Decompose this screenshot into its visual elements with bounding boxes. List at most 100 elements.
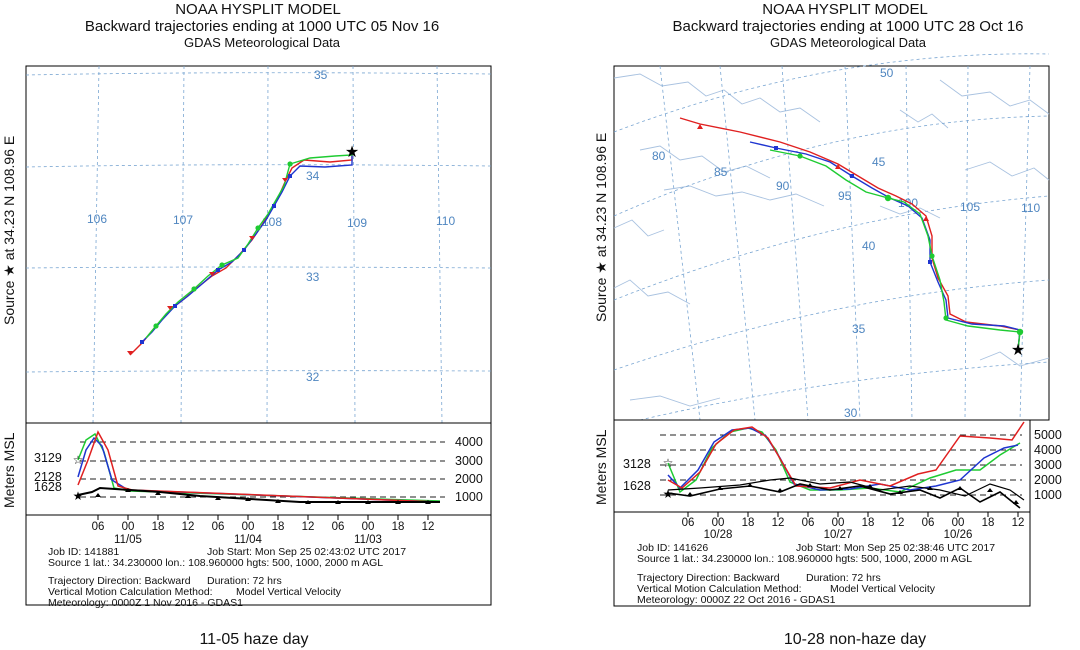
left-time-axis: 06 00 18 12 06 00 18 12 06 00 18 12 11/0… xyxy=(92,515,434,546)
left-trajectory-blue xyxy=(141,152,353,343)
left-height-profile: Meters MSL 4000 3000 2000 1000 3129 2128… xyxy=(1,422,492,546)
right-date-label: 10/28 xyxy=(704,529,733,541)
right-height-black xyxy=(667,483,1021,509)
left-marker xyxy=(272,204,276,208)
left-date-label: 11/03 xyxy=(354,534,382,546)
right-time-tick: 12 xyxy=(1012,517,1025,529)
left-source-info: Source 1 lat.: 34.230000 lon.: 108.96000… xyxy=(48,557,383,569)
right-marker xyxy=(774,146,778,150)
right-model-title: NOAA HYSPLIT MODEL xyxy=(762,1,928,18)
left-lon-label: 110 xyxy=(436,214,455,228)
left-marker xyxy=(209,272,215,276)
right-marker xyxy=(835,164,841,169)
right-panel: NOAA HYSPLIT MODEL Backward trajectories… xyxy=(593,1,1062,648)
right-trajectory-red xyxy=(679,117,1021,351)
right-trajectory-title: Backward trajectories ending at 1000 UTC… xyxy=(672,18,1023,35)
left-source-star-icon: ★ xyxy=(345,144,359,161)
left-lon-label: 107 xyxy=(173,213,193,227)
left-height-level: 1000 xyxy=(455,490,483,504)
left-data-title: GDAS Meteorological Data xyxy=(184,35,341,50)
left-vertical-value: Model Vertical Velocity xyxy=(236,586,342,598)
left-time-tick: 18 xyxy=(392,521,405,533)
right-height-profile: Meters MSL 5000 4000 3000 2000 1000 3128… xyxy=(593,419,1062,541)
right-marker xyxy=(697,124,703,129)
left-time-tick: 18 xyxy=(272,521,285,533)
right-source-height: 1628 xyxy=(623,479,651,493)
left-lat-label: 34 xyxy=(306,169,320,183)
left-panel: NOAA HYSPLIT MODEL Backward trajectories… xyxy=(1,1,492,648)
left-trajectory-green xyxy=(145,152,353,339)
left-marker xyxy=(167,306,173,310)
left-lon-label: 106 xyxy=(87,212,107,226)
left-source-height: 1628 xyxy=(34,480,62,494)
left-lat-label: 35 xyxy=(314,68,328,82)
right-height-level: 1000 xyxy=(1034,488,1062,502)
left-marker xyxy=(287,161,293,167)
left-lat-label: 33 xyxy=(306,270,320,284)
right-source-info: Source 1 lat.: 34.230000 lon.: 108.96000… xyxy=(637,553,972,565)
right-vertical-value: Model Vertical Velocity xyxy=(830,583,936,595)
left-marker xyxy=(191,286,197,292)
left-trajectory-title: Backward trajectories ending at 1000 UTC… xyxy=(85,18,439,35)
right-marker xyxy=(928,260,932,264)
left-time-tick: 18 xyxy=(152,521,165,533)
right-marker xyxy=(929,253,935,259)
right-lat-label: 50 xyxy=(880,66,894,80)
left-height-axis-label: Meters MSL xyxy=(1,432,17,508)
left-marker xyxy=(219,262,225,268)
right-lat-label: 30 xyxy=(844,406,858,420)
right-duration: Duration: 72 hrs xyxy=(806,572,881,584)
right-source-height: 3128 xyxy=(623,457,651,471)
right-height-level: 4000 xyxy=(1034,443,1062,457)
left-job-id: Job ID: 141881 xyxy=(48,546,119,558)
left-height-star-icon: ☆ xyxy=(73,453,84,467)
right-meteorology: Meteorology: 0000Z 22 Oct 2016 - GDAS1 xyxy=(637,594,836,606)
right-height-frame xyxy=(613,419,1031,513)
right-job-start: Job Start: Mon Sep 25 02:38:46 UTC 2017 xyxy=(796,542,995,554)
left-marker xyxy=(242,248,246,252)
right-marker xyxy=(884,194,892,202)
right-height-level: 3000 xyxy=(1034,458,1062,472)
right-source-star-icon: ★ xyxy=(1011,342,1025,359)
left-marker xyxy=(255,225,261,231)
left-height-level: 3000 xyxy=(455,454,483,468)
right-metadata: Job ID: 141626 Job Start: Mon Sep 25 02:… xyxy=(613,511,1031,607)
left-trajectories: ★ xyxy=(127,144,359,356)
right-vertical-method: Vertical Motion Calculation Method: xyxy=(637,583,802,595)
right-marker xyxy=(797,153,803,159)
right-marker xyxy=(850,174,854,178)
right-time-tick: 00 xyxy=(832,517,845,529)
left-caption: 11-05 haze day xyxy=(199,631,308,648)
left-map-frame xyxy=(25,65,492,424)
left-metadata: Job ID: 141881 Job Start: Mon Sep 25 02:… xyxy=(25,514,492,609)
right-height-star-icon: ☆ xyxy=(663,456,674,470)
left-vertical-method: Vertical Motion Calculation Method: xyxy=(48,586,213,598)
left-marker xyxy=(140,340,144,344)
right-caption: 10-28 non-haze day xyxy=(784,631,926,648)
left-lon-label: 109 xyxy=(347,216,367,230)
right-marker xyxy=(943,315,949,321)
right-time-tick: 06 xyxy=(802,517,815,529)
right-direction: Trajectory Direction: Backward xyxy=(637,572,780,584)
right-data-title: GDAS Meteorological Data xyxy=(770,35,927,50)
right-height-blue xyxy=(667,427,1019,491)
left-marker xyxy=(216,268,220,272)
left-marker xyxy=(127,351,133,355)
right-height-red xyxy=(667,421,1025,489)
left-time-tick: 12 xyxy=(302,521,315,533)
right-height-level: 2000 xyxy=(1034,473,1062,487)
left-source-label: Source ★ at 34.23 N 108.96 E xyxy=(1,136,17,325)
left-date-label: 11/05 xyxy=(114,534,142,546)
left-height-star-icon: ★ xyxy=(73,489,84,503)
right-lon-label: 95 xyxy=(838,189,852,203)
left-time-tick: 06 xyxy=(332,521,345,533)
right-height-markers xyxy=(687,483,1019,504)
left-height-level: 2000 xyxy=(455,472,483,486)
left-height-markers xyxy=(95,488,431,504)
right-trajectories: ★ xyxy=(679,117,1025,359)
left-job-start: Job Start: Mon Sep 25 02:43:02 UTC 2017 xyxy=(207,546,406,558)
left-marker xyxy=(153,323,159,329)
right-lon-label: 80 xyxy=(652,149,666,163)
left-meteorology: Meteorology: 0000Z 1 Nov 2016 - GDAS1 xyxy=(48,597,243,609)
